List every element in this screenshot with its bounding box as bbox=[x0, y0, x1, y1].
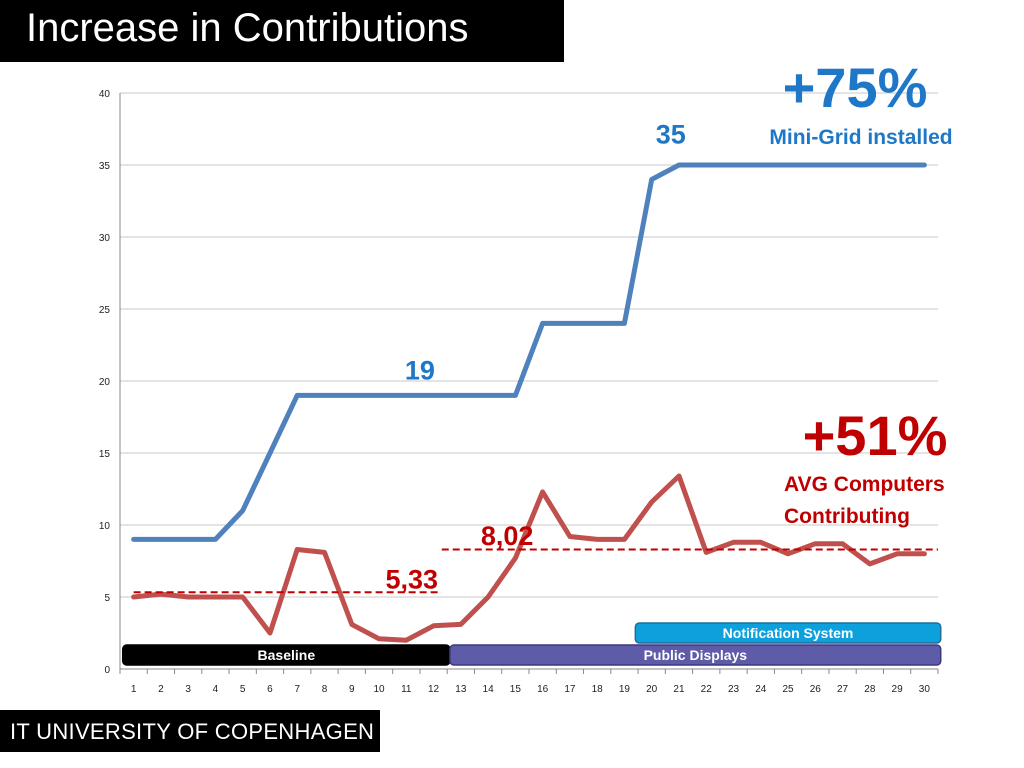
y-tick-label: 40 bbox=[99, 89, 111, 100]
x-tick-label: 12 bbox=[428, 684, 440, 695]
x-tick-label: 7 bbox=[294, 684, 300, 695]
x-tick-label: 22 bbox=[701, 684, 713, 695]
x-tick-label: 10 bbox=[373, 684, 385, 695]
x-tick-label: 18 bbox=[592, 684, 604, 695]
x-tick-label: 13 bbox=[455, 684, 467, 695]
x-tick-label: 11 bbox=[401, 684, 412, 695]
slide-title: Increase in Contributions bbox=[26, 6, 469, 50]
x-tick-label: 6 bbox=[267, 684, 273, 695]
x-tick-label: 21 bbox=[673, 684, 685, 695]
callout-red-pct: +51% bbox=[803, 404, 948, 467]
annotation-ann-red-802: 8,02 bbox=[481, 521, 534, 551]
y-tick-label: 15 bbox=[99, 449, 111, 460]
x-tick-label: 8 bbox=[322, 684, 328, 695]
x-tick-label: 14 bbox=[483, 684, 495, 695]
footer-bar: IT UNIVERSITY OF COPENHAGEN bbox=[0, 710, 380, 752]
y-tick-label: 20 bbox=[99, 377, 111, 388]
title-bar: Increase in Contributions bbox=[0, 0, 564, 62]
y-tick-label: 25 bbox=[99, 305, 111, 316]
phase-bar-notification bbox=[634, 622, 942, 644]
phase-label-displays: Public Displays bbox=[644, 647, 748, 663]
x-tick-label: 26 bbox=[810, 684, 822, 695]
x-tick-label: 20 bbox=[646, 684, 658, 695]
callout-red-label-1: AVG Computers bbox=[784, 473, 945, 496]
y-tick-label: 10 bbox=[99, 521, 111, 532]
series-line-red bbox=[131, 473, 927, 643]
phase-label-baseline: Baseline bbox=[258, 647, 316, 663]
x-tick-label: 15 bbox=[510, 684, 522, 695]
x-tick-label: 9 bbox=[349, 684, 355, 695]
annotation-ann-blue-19: 19 bbox=[405, 356, 435, 386]
x-tick-label: 28 bbox=[864, 684, 876, 695]
phase-label-notification: Notification System bbox=[723, 625, 854, 641]
x-tick-label: 5 bbox=[240, 684, 246, 695]
x-tick-label: 2 bbox=[158, 684, 164, 695]
footer-text: IT UNIVERSITY OF COPENHAGEN bbox=[10, 719, 375, 744]
callout-blue-label: Mini-Grid installed bbox=[769, 126, 952, 149]
x-tick-label: 25 bbox=[782, 684, 794, 695]
series-line-blue bbox=[131, 162, 927, 542]
x-tick-label: 30 bbox=[919, 684, 931, 695]
phase-bar-displays bbox=[449, 644, 942, 666]
x-tick-label: 29 bbox=[892, 684, 904, 695]
x-tick-label: 24 bbox=[755, 684, 767, 695]
x-tick-label: 27 bbox=[837, 684, 849, 695]
y-tick-label: 30 bbox=[99, 233, 111, 244]
x-tick-label: 17 bbox=[564, 684, 576, 695]
y-tick-label: 0 bbox=[104, 665, 110, 676]
y-tick-label: 35 bbox=[99, 161, 111, 172]
callout-red-label-2: Contributing bbox=[784, 505, 910, 528]
x-tick-label: 19 bbox=[619, 684, 631, 695]
y-tick-label: 5 bbox=[104, 593, 110, 604]
x-tick-label: 1 bbox=[131, 684, 137, 695]
annotation-ann-red-533: 5,33 bbox=[385, 564, 438, 594]
callout-blue-pct: +75% bbox=[783, 56, 928, 119]
x-tick-label: 23 bbox=[728, 684, 740, 695]
x-tick-label: 3 bbox=[185, 684, 191, 695]
annotation-ann-blue-35: 35 bbox=[656, 119, 686, 149]
x-tick-label: 16 bbox=[537, 684, 549, 695]
x-tick-label: 4 bbox=[213, 684, 219, 695]
